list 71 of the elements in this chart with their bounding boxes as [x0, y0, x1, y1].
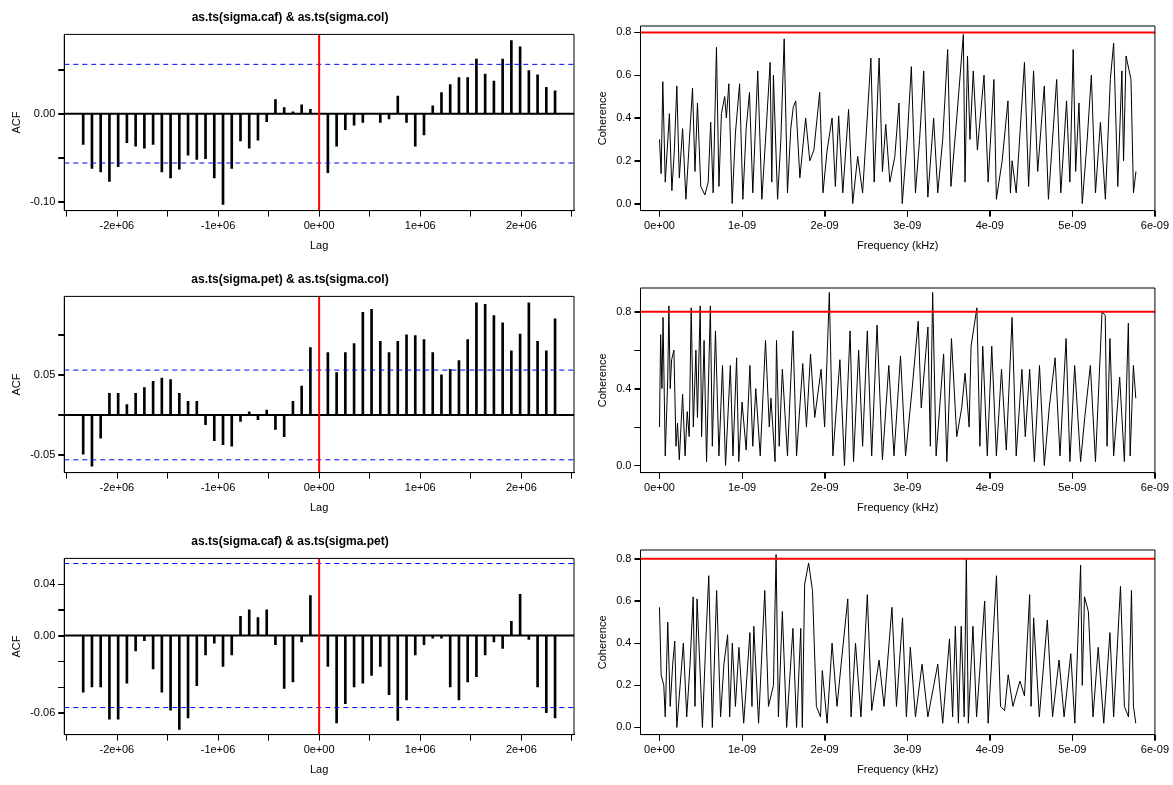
x-tick-label: -1e+06 [200, 743, 236, 756]
x-tick-label: 4e-09 [975, 481, 1004, 494]
y-tick-label: 0.0 [616, 458, 632, 471]
x-tick-label: 3e-09 [893, 219, 922, 232]
y-tick-label: 0.05 [33, 367, 56, 380]
x-tick-label: 4e-09 [975, 743, 1004, 756]
y-tick-label: 0.04 [33, 577, 56, 590]
x-tick-label: 1e-09 [727, 219, 757, 232]
x-tick-label: 2e-09 [810, 481, 839, 494]
x-tick-label: 6e-09 [1140, 481, 1169, 494]
x-tick-label: -2e+06 [99, 481, 135, 494]
y-tick-label: 0.8 [616, 551, 632, 564]
x-tick-label: 5e-09 [1058, 481, 1087, 494]
x-tick-label: 0e+00 [644, 481, 675, 494]
y-tick-label: 0.4 [616, 636, 632, 649]
x-tick-label: 2e-09 [810, 219, 839, 232]
y-axis-title: Coherence [595, 615, 608, 670]
x-axis-title: Lag [309, 501, 329, 514]
x-tick-label: 0e+00 [644, 743, 675, 756]
y-tick-label: 0.2 [616, 153, 632, 166]
x-tick-label: 3e-09 [893, 743, 922, 756]
y-tick-label: 0.0 [616, 720, 632, 733]
x-tick-label: 4e-09 [975, 219, 1004, 232]
x-tick-label: -1e+06 [200, 219, 236, 232]
y-axis-title: Coherence [595, 353, 608, 408]
x-axis-title: Frequency (kHz) [857, 763, 939, 776]
x-tick-label: 6e-09 [1140, 743, 1169, 756]
y-tick-label: 0.2 [616, 678, 632, 691]
chart-title: as.ts(sigma.caf) & as.ts(sigma.col) [191, 9, 389, 24]
y-tick-label: 0.6 [616, 594, 632, 607]
x-tick-label: 0e+00 [644, 219, 675, 232]
x-tick-label: 1e-09 [727, 481, 757, 494]
x-tick-label: 1e+06 [404, 481, 436, 494]
y-tick-label: 0.00 [33, 106, 56, 119]
x-tick-label: 6e-09 [1140, 219, 1169, 232]
y-axis-title: Coherence [595, 91, 608, 146]
x-tick-label: 5e-09 [1058, 219, 1087, 232]
x-tick-label: 2e+06 [505, 219, 537, 232]
y-axis-title: ACF [9, 111, 22, 134]
x-axis-title: Frequency (kHz) [857, 239, 939, 252]
chart-title: as.ts(sigma.caf) & as.ts(sigma.pet) [191, 533, 389, 548]
y-tick-label: 0.0 [616, 196, 632, 209]
y-axis-title: ACF [9, 373, 22, 396]
x-axis-title: Lag [309, 239, 329, 252]
y-axis-title: ACF [9, 635, 22, 658]
y-tick-label: 0.6 [616, 68, 632, 81]
x-axis-title: Lag [309, 763, 329, 776]
y-tick-label: 0.4 [616, 111, 632, 124]
y-tick-label: 0.8 [616, 25, 632, 38]
x-tick-label: 0e+00 [303, 481, 335, 494]
x-tick-label: 1e+06 [404, 219, 436, 232]
x-tick-label: -1e+06 [200, 481, 236, 494]
y-tick-label: -0.10 [30, 194, 56, 207]
x-tick-label: 1e+06 [404, 743, 436, 756]
x-tick-label: 2e+06 [505, 743, 537, 756]
x-tick-label: 5e-09 [1058, 743, 1087, 756]
x-tick-label: 0e+00 [303, 219, 335, 232]
x-tick-label: -2e+06 [99, 219, 135, 232]
y-tick-label: -0.06 [30, 705, 56, 718]
chart-title: as.ts(sigma.pet) & as.ts(sigma.col) [191, 271, 389, 286]
x-axis-title: Frequency (kHz) [857, 501, 939, 514]
x-tick-label: 2e+06 [505, 481, 537, 494]
x-tick-label: 0e+00 [303, 743, 335, 756]
y-tick-label: 0.4 [616, 381, 632, 394]
y-tick-label: -0.05 [30, 448, 56, 461]
y-tick-label: 0.8 [616, 304, 632, 317]
x-tick-label: 1e-09 [727, 743, 757, 756]
x-tick-label: 2e-09 [810, 743, 839, 756]
x-tick-label: 3e-09 [893, 481, 922, 494]
x-tick-label: -2e+06 [99, 743, 135, 756]
y-tick-label: 0.00 [33, 628, 56, 641]
